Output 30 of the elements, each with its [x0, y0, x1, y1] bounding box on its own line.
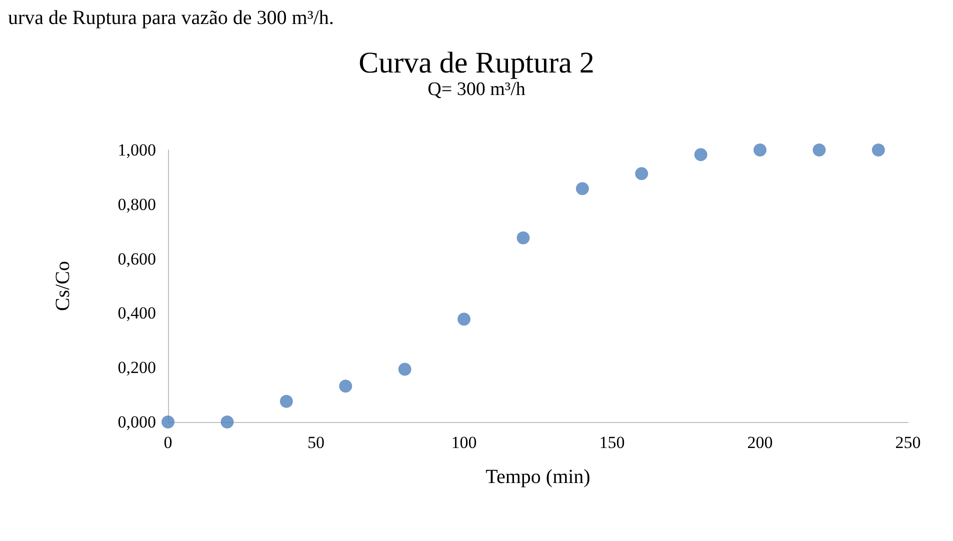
point [635, 167, 648, 180]
x-tick-label: 0 [164, 433, 172, 452]
chart-title: Curva de Ruptura 2 [358, 46, 594, 80]
y-tick-label: 0,200 [118, 358, 156, 378]
x-axis-title: Tempo (min) [486, 466, 590, 488]
point [280, 394, 293, 408]
x-tick-label: 250 [895, 433, 921, 452]
point [339, 380, 352, 393]
y-tick-label: 0,400 [118, 304, 156, 323]
point [458, 312, 470, 326]
y-tick-label: 1,000 [118, 140, 156, 160]
point [220, 416, 234, 428]
point [872, 144, 885, 156]
y-axis-title: Cs/Co [52, 260, 74, 312]
x-tick-label: 200 [747, 433, 773, 452]
y-tick-label: 0,600 [118, 249, 156, 268]
point [162, 416, 174, 428]
y-tick-label: 0,800 [118, 194, 156, 214]
x-tick-label: 150 [599, 433, 625, 452]
point [398, 362, 412, 376]
x-tick-label: 50 [308, 433, 324, 452]
point [516, 231, 530, 244]
y-tick-label: 0,000 [118, 412, 156, 432]
point [812, 144, 826, 156]
x-tick-label: 100 [451, 433, 477, 452]
point [694, 148, 708, 162]
chart-subtitle: Q= 300 m³/h [428, 79, 526, 100]
text: urva de Ruptura para vazão de 300 m³/h. [8, 7, 334, 29]
point [576, 182, 589, 196]
point [754, 144, 766, 156]
